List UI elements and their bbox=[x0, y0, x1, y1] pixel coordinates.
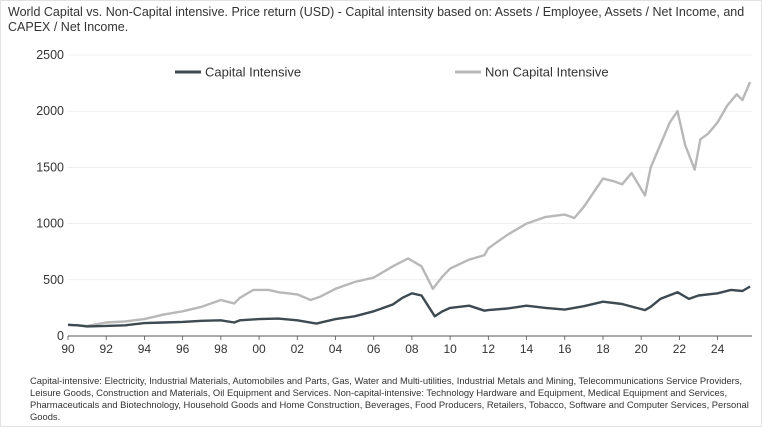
x-tick-label: 22 bbox=[673, 342, 687, 356]
series-layer bbox=[67, 81, 752, 328]
capital-intensive-line bbox=[67, 285, 751, 328]
x-tick-label: 02 bbox=[291, 342, 305, 356]
legend-capital-intensive-label: Capital Intensive bbox=[205, 65, 301, 80]
y-tick-label: 0 bbox=[57, 329, 64, 343]
legend-non-capital-intensive-label: Non Capital Intensive bbox=[485, 65, 609, 80]
line-chart: 0 500 1000 1500 2000 2500 90 92 94 96 98 00 02 04 06 08… bbox=[36, 48, 752, 356]
y-tick-label: 2500 bbox=[36, 48, 64, 62]
x-tick-label: 98 bbox=[214, 342, 228, 356]
chart-footnote: Capital-intensive: Electricity, Industri… bbox=[30, 375, 749, 422]
x-tick-label: 14 bbox=[520, 342, 534, 356]
y-tick-label: 1000 bbox=[36, 217, 64, 231]
x-tick-label: 18 bbox=[596, 342, 610, 356]
x-tick-label: 24 bbox=[711, 342, 725, 356]
y-tick-label: 2000 bbox=[36, 104, 64, 118]
x-tick-label: 06 bbox=[367, 342, 381, 356]
non-capital-intensive-line bbox=[67, 81, 752, 328]
x-tick-label: 04 bbox=[329, 342, 343, 356]
x-tick-label: 16 bbox=[558, 342, 572, 356]
x-tick-label: 20 bbox=[635, 342, 649, 356]
x-tick-label: 12 bbox=[482, 342, 496, 356]
x-tick-label: 96 bbox=[176, 342, 190, 356]
x-tick-label: 10 bbox=[443, 342, 457, 356]
legend: Capital Intensive Non Capital Intensive bbox=[175, 65, 609, 80]
grid-layer bbox=[68, 54, 752, 281]
y-tick-label: 500 bbox=[43, 273, 64, 287]
chart-title: World Capital vs. Non-Capital intensive.… bbox=[8, 5, 745, 34]
axis-layer: 0 500 1000 1500 2000 2500 90 92 94 96 98 00 02 04 06 08… bbox=[36, 48, 752, 356]
y-tick-label: 1500 bbox=[36, 160, 64, 174]
x-tick-label: 08 bbox=[405, 342, 419, 356]
x-tick-label: 94 bbox=[138, 342, 152, 356]
x-tick-label: 92 bbox=[100, 342, 114, 356]
x-tick-label: 00 bbox=[252, 342, 266, 356]
x-tick-label: 90 bbox=[61, 342, 75, 356]
